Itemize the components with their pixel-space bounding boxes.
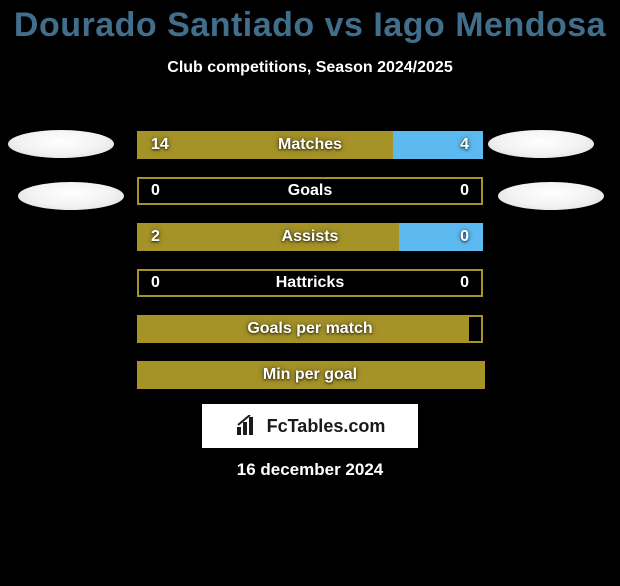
avatar-placeholder xyxy=(18,182,124,210)
avatar-placeholder xyxy=(498,182,604,210)
stat-value-left: 0 xyxy=(151,269,160,297)
comparison-bars: Matches144Goals00Assists20Hattricks00Goa… xyxy=(136,130,484,406)
stat-value-right: 0 xyxy=(460,177,469,205)
stat-label: Hattricks xyxy=(137,269,483,297)
footer-date: 16 december 2024 xyxy=(0,460,620,480)
bar-left-fill xyxy=(137,315,469,343)
stat-value-right: 0 xyxy=(460,269,469,297)
stat-row: Goals per match xyxy=(136,314,484,344)
bar-left-fill xyxy=(137,131,395,159)
fctables-logo: FcTables.com xyxy=(202,404,418,448)
stat-value-left: 0 xyxy=(151,177,160,205)
bar-left-fill xyxy=(137,361,485,389)
bar-right-fill xyxy=(399,223,483,251)
bar-outline xyxy=(137,177,483,205)
page-subtitle: Club competitions, Season 2024/2025 xyxy=(0,59,620,77)
stat-row: Goals0 0 xyxy=(136,176,484,206)
avatar-placeholder xyxy=(8,130,114,158)
stat-row: Matches144 xyxy=(136,130,484,160)
bar-right-fill xyxy=(393,131,483,159)
stat-label: Goals xyxy=(137,177,483,205)
stat-row: Assists20 xyxy=(136,222,484,252)
bars-icon xyxy=(235,415,261,437)
bar-outline xyxy=(137,269,483,297)
bar-left-fill xyxy=(137,223,401,251)
logo-text: FcTables.com xyxy=(267,416,386,437)
avatar-placeholder xyxy=(488,130,594,158)
page-title: Dourado Santiado vs Iago Mendosa xyxy=(0,6,620,45)
stat-row: Hattricks0 0 xyxy=(136,268,484,298)
stat-row: Min per goal xyxy=(136,360,484,390)
